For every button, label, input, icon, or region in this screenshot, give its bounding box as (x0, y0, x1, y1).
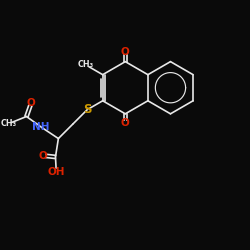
Text: O: O (38, 151, 47, 161)
Text: NH: NH (32, 122, 50, 132)
Text: S: S (83, 103, 92, 116)
Text: OH: OH (48, 167, 65, 177)
Text: CH₃: CH₃ (1, 119, 17, 128)
Text: CH₃: CH₃ (78, 60, 94, 69)
Text: O: O (27, 98, 36, 108)
Text: O: O (121, 118, 130, 128)
Text: O: O (121, 47, 130, 57)
